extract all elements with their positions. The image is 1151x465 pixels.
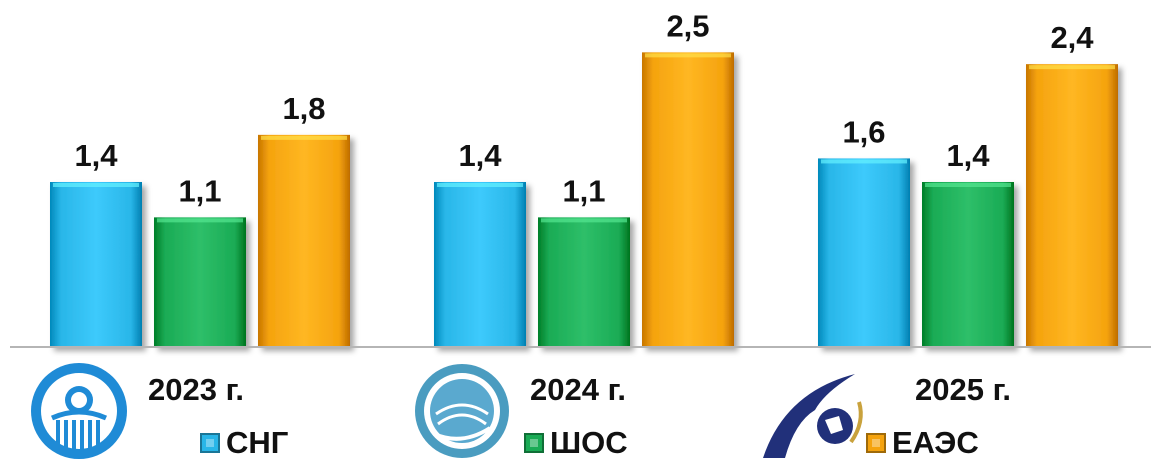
category-label-2025: 2025 г. — [915, 372, 1011, 407]
category-label-2023: 2023 г. — [148, 372, 244, 407]
cis-logo — [30, 362, 128, 465]
cis-emblem-icon — [31, 363, 127, 459]
legend-item-cis: СНГ — [200, 425, 288, 461]
data-label-cis-1: 1,4 — [458, 138, 502, 173]
data-label-cis-2: 1,6 — [842, 114, 885, 149]
data-label-cis-0: 1,4 — [74, 138, 118, 173]
sco-emblem-icon — [415, 364, 509, 458]
bar-sco-0 — [154, 217, 246, 347]
bar-sco-2 — [922, 182, 1014, 347]
bar-highlight-sco-2 — [925, 183, 1011, 187]
eaeu-emblem-icon — [763, 374, 863, 458]
legend-label-sco: ШОС — [550, 425, 628, 460]
bar-cis-0 — [50, 182, 142, 347]
data-label-eaeu-0: 1,8 — [282, 91, 325, 126]
bar-highlight-cis-0 — [53, 183, 139, 187]
bar-highlight-eaeu-0 — [261, 135, 347, 140]
legend-label-cis: СНГ — [226, 425, 289, 460]
bar-cis-2 — [818, 158, 910, 347]
bar-eaeu-0 — [258, 134, 350, 347]
legend-item-eaeu: ЕАЭС — [866, 425, 979, 461]
sco-logo — [414, 362, 510, 465]
bar-eaeu-1 — [642, 52, 734, 347]
legend-swatch-sco — [524, 433, 544, 453]
data-label-sco-2: 1,4 — [946, 138, 990, 173]
bar-sco-1 — [538, 217, 630, 347]
bar-highlight-sco-0 — [157, 218, 243, 223]
legend-swatch-cis — [200, 433, 220, 453]
bar-highlight-sco-1 — [541, 218, 627, 223]
bar-eaeu-2 — [1026, 64, 1118, 348]
data-label-eaeu-1: 2,5 — [666, 8, 709, 43]
legend-item-sco: ШОС — [524, 425, 628, 461]
data-label-sco-0: 1,1 — [178, 173, 221, 208]
category-label-2024: 2024 г. — [530, 372, 626, 407]
bar-cis-1 — [434, 182, 526, 347]
legend-label-eaeu: ЕАЭС — [892, 425, 979, 460]
bar-highlight-eaeu-2 — [1029, 65, 1115, 70]
bar-highlight-cis-1 — [437, 183, 523, 187]
bar-highlight-cis-2 — [821, 159, 907, 164]
bar-highlight-eaeu-1 — [645, 53, 731, 58]
data-label-eaeu-2: 2,4 — [1050, 20, 1094, 55]
legend-swatch-eaeu — [866, 433, 886, 453]
data-label-sco-1: 1,1 — [562, 173, 605, 208]
eaeu-logo — [755, 362, 875, 465]
